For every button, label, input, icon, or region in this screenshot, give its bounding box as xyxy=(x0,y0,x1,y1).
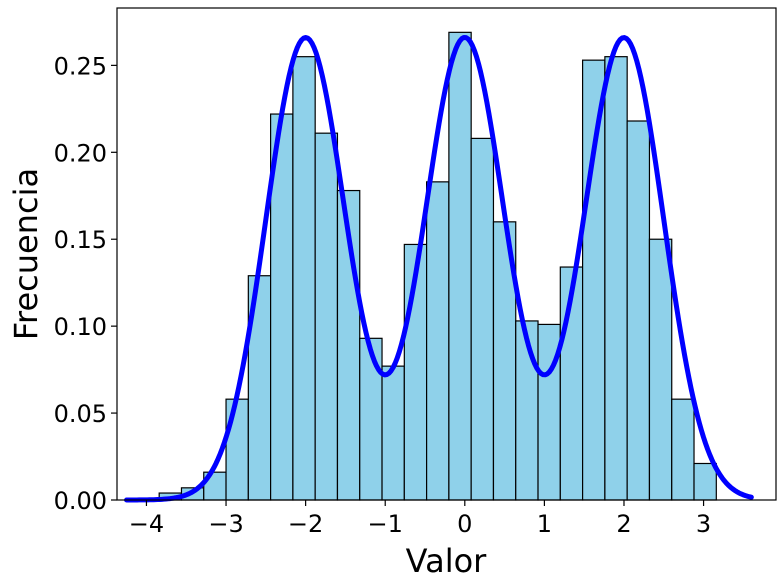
x-tick-label: 3 xyxy=(696,510,711,538)
x-tick-label: 1 xyxy=(537,510,552,538)
histogram-bar xyxy=(693,462,717,501)
histogram-bar xyxy=(604,56,628,501)
histogram-bar xyxy=(581,59,606,501)
plot-frame xyxy=(116,7,777,501)
x-tick-label: −3 xyxy=(208,510,243,538)
histogram-bars xyxy=(158,31,717,501)
x-tick-label: 0 xyxy=(457,510,472,538)
y-axis-title: Frecuencia xyxy=(7,168,45,340)
histogram-bar xyxy=(314,132,339,501)
y-tick-label: 0.25 xyxy=(54,52,107,80)
y-tick-label: 0.15 xyxy=(54,226,107,254)
y-tick-label: 0.05 xyxy=(54,400,107,428)
x-tick-label: 2 xyxy=(616,510,631,538)
y-axis-ticks: 0.00 0.05 0.10 0.15 0.20 0.25 xyxy=(54,52,117,515)
y-tick-label: 0.20 xyxy=(54,139,107,167)
x-axis-ticks: −4 −3 −2 −1 0 1 2 3 xyxy=(129,500,711,538)
y-tick-label: 0.10 xyxy=(54,313,107,341)
histogram-bar xyxy=(359,337,383,501)
histogram-bar xyxy=(470,137,495,501)
density-curve xyxy=(124,34,754,503)
histogram-bar xyxy=(671,398,695,501)
histogram-bar xyxy=(626,120,651,501)
x-tick-label: −1 xyxy=(368,510,403,538)
histogram-bar xyxy=(426,181,450,501)
y-tick-label: 0.00 xyxy=(54,487,107,515)
histogram-bar xyxy=(381,365,405,501)
x-axis-title: Valor xyxy=(406,542,487,580)
x-tick-label: −2 xyxy=(288,510,323,538)
histogram-bar xyxy=(292,56,316,501)
histogram-bar xyxy=(225,398,249,501)
histogram-bar xyxy=(648,238,673,501)
histogram-bar xyxy=(448,31,472,501)
x-tick-label: −4 xyxy=(129,510,164,538)
